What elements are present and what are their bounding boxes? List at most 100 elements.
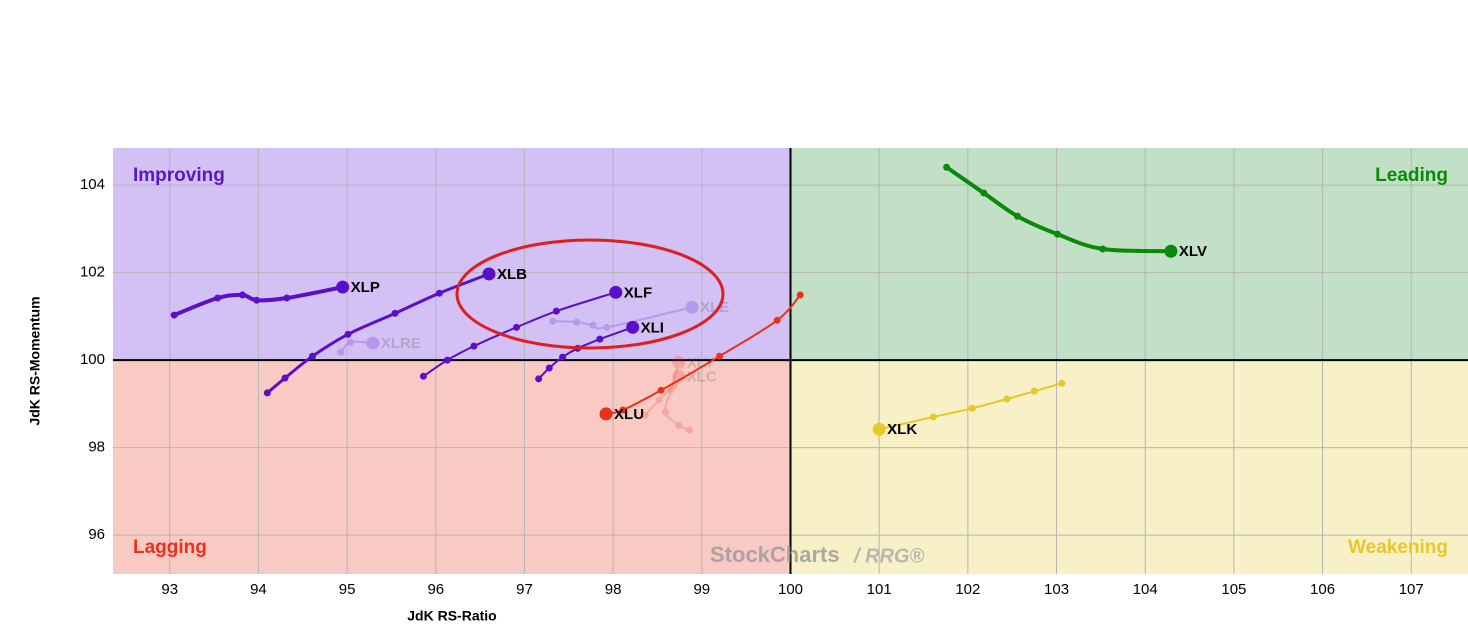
trail-point [773, 316, 781, 324]
quadrant [790, 360, 1468, 574]
trail-point [1030, 387, 1038, 395]
x-tick-label: 95 [339, 581, 356, 598]
trail-point [253, 296, 261, 304]
trail-point [968, 404, 976, 412]
trail-line [664, 361, 691, 432]
trail-point [1099, 245, 1107, 253]
series-label: XLP [351, 279, 380, 296]
trail-point [1014, 212, 1022, 220]
trail-head [336, 280, 350, 294]
trail-point [347, 338, 355, 346]
quadrant [113, 360, 791, 574]
trail-point [549, 317, 557, 325]
series-label: XLRE [381, 335, 421, 352]
trail-point [263, 389, 271, 397]
trail-point [929, 413, 937, 421]
series: XLY [661, 354, 715, 434]
x-axis-title: JdK RS-Ratio [407, 608, 496, 624]
series: XLP [170, 279, 380, 319]
trail-point [391, 309, 399, 317]
series-label: XLB [497, 266, 527, 283]
x-tick-label: 103 [1044, 581, 1069, 598]
trail-line [339, 340, 374, 354]
x-tick-label: 102 [955, 581, 980, 598]
series: XLB [263, 266, 527, 397]
trail-point [573, 318, 581, 326]
trail-point [716, 352, 724, 360]
trail-head [482, 267, 496, 281]
x-tick-label: 107 [1399, 581, 1424, 598]
trail-point [943, 163, 951, 171]
trail-point [309, 352, 317, 360]
trail-line [644, 375, 680, 417]
quadrant-label: Lagging [133, 537, 207, 558]
trail-head [1164, 244, 1178, 258]
series: XLC [641, 368, 717, 419]
x-tick-label: 106 [1310, 581, 1335, 598]
highlight-ellipse [455, 238, 725, 350]
series-label: XLY [687, 354, 715, 371]
y-axis-title: JdK RS-Momentum [27, 296, 43, 425]
trail-head [672, 355, 686, 369]
trail-point [419, 372, 427, 380]
quadrant-label: Leading [1375, 165, 1448, 186]
trail-point [283, 294, 291, 302]
series: XLF [419, 284, 652, 380]
trail-point [1053, 230, 1061, 238]
x-tick-label: 101 [867, 581, 892, 598]
x-tick-label: 98 [605, 581, 622, 598]
trail-point [980, 189, 988, 197]
x-tick-label: 93 [161, 581, 178, 598]
watermark-suffix: / RRG® [853, 545, 925, 567]
series-label: XLV [1179, 243, 1207, 260]
trail-point [435, 289, 443, 297]
plot-background [113, 148, 1468, 574]
y-tick-label: 98 [88, 439, 105, 456]
quadrant-label: Weakening [1348, 537, 1448, 558]
watermark: StockCharts [710, 542, 840, 567]
trail-point [281, 374, 289, 382]
trail-point [559, 353, 567, 361]
series-label: XLC [687, 368, 717, 385]
series: XLRE [337, 335, 421, 356]
trail-line [551, 306, 694, 330]
trail-point [667, 386, 675, 394]
trail-head [366, 336, 380, 350]
series-label: XLF [624, 284, 652, 301]
trail-point [238, 291, 246, 299]
trail-point [470, 342, 478, 350]
trail-point [603, 323, 611, 331]
trail-point [512, 323, 520, 331]
trail-point [337, 348, 345, 356]
trail-point [670, 381, 678, 389]
trail-point [619, 406, 627, 414]
trail-point [796, 291, 804, 299]
trail-point [214, 294, 222, 302]
trail-point [545, 364, 553, 372]
x-tick-label: 99 [693, 581, 710, 598]
series-label: XLU [614, 406, 644, 423]
trail-point [443, 356, 451, 364]
trail-point [596, 335, 604, 343]
y-tick-label: 104 [80, 176, 105, 193]
trail-head [599, 407, 613, 421]
trail-point [1058, 379, 1066, 387]
x-tick-label: 104 [1133, 581, 1158, 598]
x-tick-label: 94 [250, 581, 267, 598]
series-label: XLK [887, 421, 917, 438]
series: XLI [535, 319, 664, 383]
series: XLV [943, 163, 1207, 260]
x-tick-label: 96 [427, 581, 444, 598]
trail-head [685, 300, 699, 314]
trail-point [685, 426, 693, 434]
trail-point [641, 411, 649, 419]
trail-point [1003, 395, 1011, 403]
trail-point [535, 375, 543, 383]
trail-head [626, 320, 640, 334]
x-tick-label: 97 [516, 581, 533, 598]
grid [113, 148, 1468, 574]
trail-head [672, 369, 686, 383]
trail-point [655, 396, 663, 404]
trail-head [609, 285, 623, 299]
series: XLK [872, 379, 1066, 438]
